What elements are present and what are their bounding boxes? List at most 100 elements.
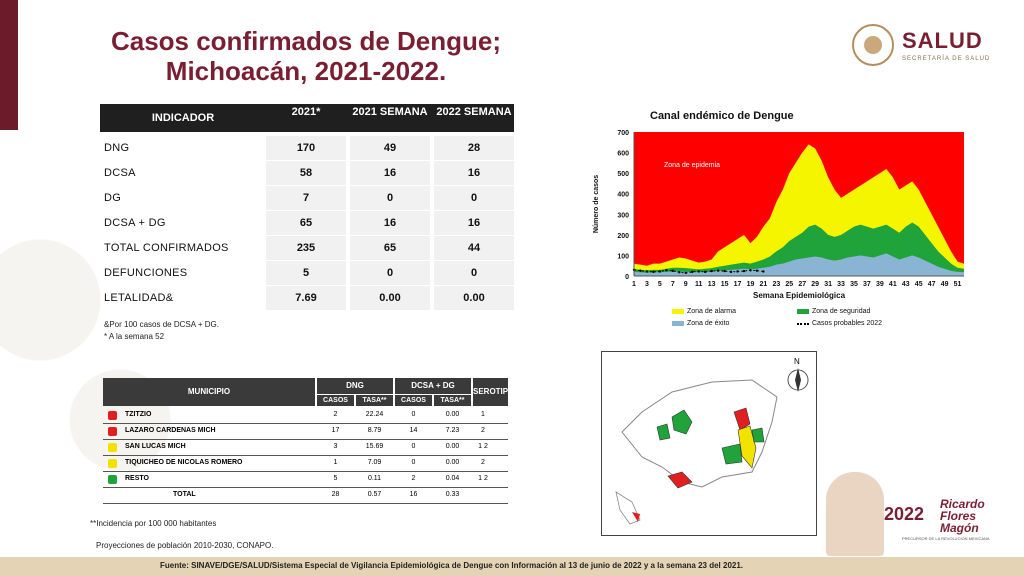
legend-probables-label: Casos probables 2022 — [812, 320, 883, 327]
municipio-row: RESTO 5 0.11 2 0.04 1 2 — [103, 472, 508, 488]
casos-probables-point — [716, 269, 720, 272]
legend-seguridad-label: Zona de seguridad — [812, 308, 871, 315]
status-square-icon — [108, 411, 117, 420]
header-dcsa-tasa: TASA** — [434, 395, 471, 406]
incidencia-note: **Incidencia por 100 000 habitantes — [90, 519, 217, 528]
municipio-value-c2: 0 — [411, 443, 416, 450]
x-tick-label: 41 — [889, 281, 897, 288]
region-green-2 — [656, 423, 671, 441]
portrait-illustration — [826, 472, 884, 556]
indicator-value-v1: 5 — [266, 261, 346, 285]
municipio-value-c2: 0 — [411, 411, 416, 418]
municipio-value-s: 1 2 — [478, 475, 488, 482]
municipio-row: TIQUICHEO DE NICOLAS ROMERO 1 7.09 0 0.00 2 — [103, 456, 508, 472]
indicator-value-v2: 0 — [350, 186, 430, 210]
x-tick-label: 13 — [708, 281, 716, 288]
x-tick-label: 39 — [876, 281, 884, 288]
municipio-value-t2: 0.00 — [445, 459, 460, 466]
header-indicador: INDICADOR — [151, 112, 215, 124]
casos-probables-point — [652, 270, 655, 274]
indicator-label: DEFUNCIONES — [104, 267, 188, 279]
indicator-value-v2: 16 — [350, 211, 430, 235]
municipio-value-t1: 7.09 — [367, 459, 382, 466]
municipio-value-t1: 0.57 — [367, 491, 382, 498]
indicator-value-v3: 0 — [434, 261, 514, 285]
casos-probables-point — [691, 270, 694, 274]
casos-probables-point — [749, 269, 752, 272]
region-green-4 — [751, 427, 765, 443]
note-letalidad: &Por 100 casos de DCSA + DG. — [104, 320, 219, 329]
anniversary-name: Ricardo Flores Magón — [940, 498, 985, 534]
indicator-label: DCSA + DG — [104, 217, 166, 229]
municipio-value-c1: 2 — [333, 411, 338, 418]
title-line-2: Michoacán, 2021-2022. — [165, 56, 447, 86]
legend-exito-label: Zona de éxito — [687, 320, 730, 327]
slide-title: Casos confirmados de Dengue; Michoacán, … — [86, 26, 526, 86]
header-dng-tasa: TASA** — [356, 395, 393, 406]
casos-probables-point — [658, 270, 662, 273]
indicator-value-v1: 235 — [266, 236, 346, 260]
header-dcsa: DCSA + DG — [395, 378, 471, 394]
map-drawing: N — [615, 357, 809, 525]
indicator-label: TOTAL CONFIRMADOS — [104, 242, 229, 254]
x-tick-label: 49 — [941, 281, 949, 288]
status-square-icon — [108, 475, 117, 484]
background-pattern — [0, 0, 300, 576]
municipio-name: LAZARO CARDENAS MICH — [125, 427, 216, 434]
region-lazaro-cardenas — [667, 471, 693, 489]
header-2021: 2021* — [291, 106, 321, 118]
municipio-value-s: 2 — [481, 459, 485, 466]
municipio-value-t2: 0.00 — [445, 411, 460, 418]
indicator-value-v3: 0 — [434, 186, 514, 210]
casos-probables-point — [742, 269, 746, 273]
municipio-value-t1: 15.69 — [365, 443, 384, 450]
anniversary-name-1: Ricardo — [940, 497, 985, 511]
indicator-value-v3: 28 — [434, 136, 514, 160]
casos-probables-point — [762, 270, 765, 273]
indicator-value-v2: 0 — [350, 261, 430, 285]
compass-needle-icon — [795, 368, 801, 392]
indicator-row: DEFUNCIONES 5 0 0 — [100, 261, 514, 285]
region-tzitzio — [733, 407, 751, 431]
indicator-row: DCSA 58 16 16 — [100, 161, 514, 185]
municipio-value-t2: 0.33 — [445, 491, 460, 498]
indicator-value-v3: 44 — [434, 236, 514, 260]
x-tick-label: 7 — [671, 281, 675, 288]
header-dng: DNG — [317, 378, 393, 394]
region-green-1 — [671, 409, 693, 435]
y-axis-label: Número de casos — [593, 175, 600, 233]
proyecciones-note: Proyecciones de población 2010-2030, CON… — [96, 541, 274, 550]
x-tick-label: 3 — [645, 281, 649, 288]
indicator-value-v3: 16 — [434, 161, 514, 185]
x-tick-label: 35 — [850, 281, 858, 288]
municipio-value-t2: 0.00 — [445, 443, 460, 450]
legend-exito-swatch — [672, 321, 684, 326]
x-tick-label: 33 — [837, 281, 845, 288]
legend-probables-swatch — [797, 323, 809, 325]
x-tick-label: 47 — [928, 281, 936, 288]
municipio-value-c2: 0 — [411, 459, 416, 466]
header-municipio: MUNICIPIO — [103, 378, 315, 406]
casos-probables-point — [703, 270, 707, 274]
casos-probables-point — [665, 269, 668, 272]
x-tick-label: 5 — [658, 281, 662, 288]
municipio-row: TOTAL 28 0.57 16 0.33 — [103, 488, 508, 504]
municipio-value-t1: 0.11 — [367, 475, 382, 482]
logo-subtext: SECRETARÍA DE SALUD — [902, 56, 991, 62]
municipio-name: TOTAL — [173, 491, 196, 498]
municipio-value-c2: 16 — [409, 491, 418, 498]
x-tick-label: 19 — [747, 281, 755, 288]
status-square-icon — [108, 443, 117, 452]
zone-exito-area — [634, 253, 964, 276]
legend-seguridad-swatch — [797, 309, 809, 314]
y-tick-label: 500 — [617, 171, 629, 178]
x-tick-label: 15 — [721, 281, 729, 288]
municipio-value-s: 2 — [481, 427, 485, 434]
indicator-row: DNG 170 49 28 — [100, 136, 514, 160]
north-label: N — [794, 357, 800, 366]
title-line-1: Casos confirmados de Dengue; — [110, 26, 502, 56]
x-tick-label: 1 — [632, 281, 636, 288]
y-tick-label: 600 — [617, 151, 629, 158]
anniversary-tag: PRECURSOR DE LA REVOLUCIÓN MEXICANA — [902, 536, 990, 541]
